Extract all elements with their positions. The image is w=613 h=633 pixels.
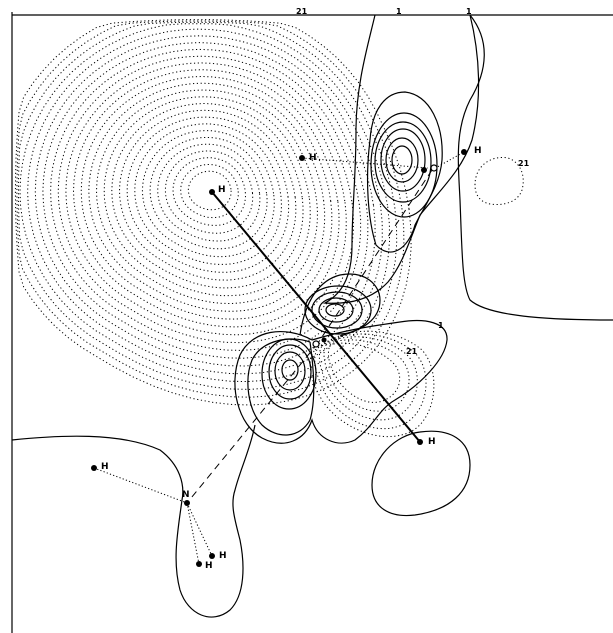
contour-solid-ring-4 <box>375 122 431 202</box>
contour-dotted-ring-25 <box>17 21 404 397</box>
contour-dotted-ring-16 <box>74 70 340 327</box>
label-h-bottom: H <box>205 561 213 571</box>
label-h-left: H <box>101 462 109 472</box>
contour-label-top-dotted: 21 <box>296 7 308 16</box>
contour-solid-bottom-left <box>12 425 255 617</box>
contour-label-top-solid-a: 1 <box>396 7 402 16</box>
contour-dotted-ring-26 <box>15 20 411 405</box>
atom-n-left <box>184 500 190 506</box>
bond-dotted-n-h-bottom <box>187 503 199 564</box>
contour-dotted-ring-12 <box>104 97 310 296</box>
contour-solid-low-outer <box>235 321 447 444</box>
contour-solid-low-1 <box>282 360 298 380</box>
contour-solid-right <box>458 15 613 320</box>
contour-dotted-ring-6 <box>150 137 267 248</box>
label-h-upper: H <box>309 153 317 163</box>
contour-label-lower-dotted: 21 <box>406 347 418 356</box>
contour-dotted-ring-22 <box>28 29 383 374</box>
contour-solid-upper-outer <box>325 15 479 303</box>
atom-open-upper <box>431 165 437 171</box>
contour-label-right-small: 21 <box>518 159 530 168</box>
plot-frame <box>12 12 613 633</box>
contour-dotted-right-blob <box>475 157 523 204</box>
atom-h-bottom <box>196 561 202 567</box>
label-h-lower: H <box>428 437 436 447</box>
contour-label-lower-solid: 1 <box>438 321 444 330</box>
atom-h-bottom2 <box>209 553 215 559</box>
atom-upper-dot <box>421 167 427 173</box>
bond-dotted-n-h-bottom2 <box>187 503 212 556</box>
bond-dashed-lower <box>187 343 318 503</box>
contour-dotted-ring-15 <box>81 77 332 320</box>
contour-solid-mid-2 <box>319 298 353 322</box>
atom-h-center <box>209 189 215 195</box>
label-n-left: N <box>182 490 190 500</box>
contour-dotted-low-3 <box>319 337 417 420</box>
atom-h-right <box>461 149 467 155</box>
atom-h-lower <box>417 439 423 445</box>
contour-dotted-ring-5 <box>158 144 260 241</box>
contour-dotted-low-2 <box>324 340 409 411</box>
atom-h-upper <box>299 155 305 161</box>
atom-h-left <box>91 465 97 471</box>
solid-contours <box>12 15 613 617</box>
contour-dotted-hh-upper <box>302 158 428 168</box>
label-h-bottom2: H <box>219 551 227 561</box>
dotted-ring-group <box>15 20 411 405</box>
contour-dotted-ring-7 <box>142 131 274 257</box>
contour-dotted-low-1 <box>328 343 399 402</box>
contour-dotted-ring-10 <box>120 110 296 280</box>
atom-open-center <box>313 341 319 347</box>
contour-solid-low-2 <box>275 352 305 390</box>
label-h-right: H <box>474 146 482 156</box>
contour-dotted-ring-14 <box>89 83 325 311</box>
contour-dotted-ring-13 <box>97 90 318 304</box>
contour-solid-low-5 <box>248 339 314 435</box>
atom-center-dot <box>322 338 327 343</box>
bond-dashed-upper <box>318 170 432 343</box>
label-h-center: H <box>218 185 226 195</box>
bond-dotted-n-h-left <box>94 468 187 503</box>
contour-label-top-solid-b: 1 <box>466 7 472 16</box>
contour-solid-ring-1 <box>392 146 412 174</box>
